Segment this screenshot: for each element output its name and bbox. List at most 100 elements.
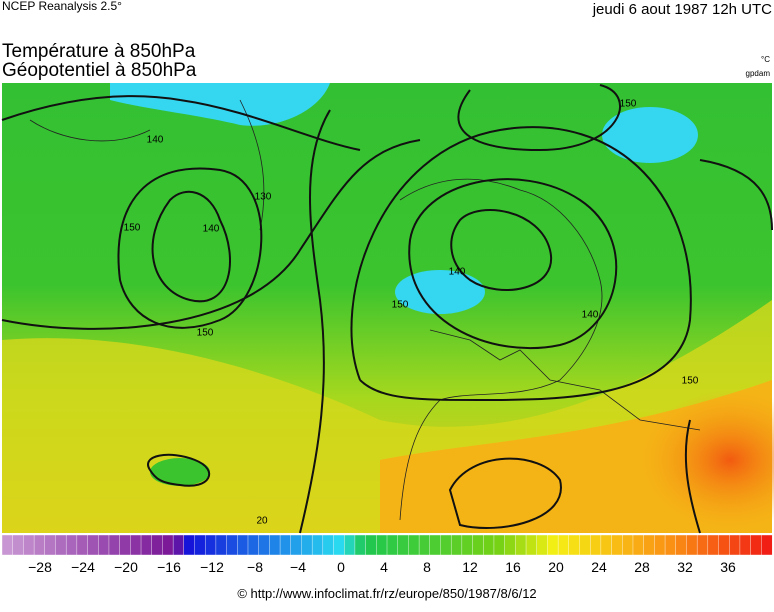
colorbar-label: 36 [720,559,736,575]
swatch [429,534,441,556]
swatch [162,534,174,556]
swatch [44,534,56,556]
swatch [493,534,506,556]
swatch [461,534,474,556]
colorbar-label: 28 [634,559,650,575]
colorbar-labels: −28 −24 −20 −16 −12 −8 −4 0 4 8 12 16 20 24 28 32 36 [28,559,736,575]
colorbar-label: −4 [290,559,306,575]
swatch [98,534,110,556]
contour-label: 150 [392,300,409,311]
swatch [386,534,399,556]
swatch [269,534,281,556]
swatch [579,534,591,556]
colorbar-label: 0 [337,559,345,575]
swatch [151,534,163,556]
colorbar-label: −12 [200,559,224,575]
colorbar-label: −28 [28,559,52,575]
swatch [664,534,677,556]
swatch [686,534,698,556]
colorbar-label: 16 [505,559,521,575]
swatch [472,534,484,556]
swatch [279,534,292,556]
swatch [515,534,527,556]
swatch [119,534,131,556]
swatch [23,534,35,556]
unit: °C [761,55,770,64]
swatch [632,534,645,556]
colorbar-label: 12 [462,559,478,575]
contour-label: 150 [197,328,214,339]
date: jeudi 6 aout 1987 12h UTC [592,1,772,18]
colorbar-label: 24 [591,559,607,575]
swatch [204,534,217,556]
swatch [718,534,730,556]
contour-label: 150 [620,99,637,110]
swatch [140,534,153,556]
swatch [322,534,335,556]
swatch [750,534,762,556]
swatch [761,534,773,556]
swatch [525,534,538,556]
swatch [707,534,720,556]
swatch [675,534,687,556]
swatch [130,534,142,556]
contour-label: 140 [147,135,164,146]
swatch [55,534,67,556]
title: Géopotentiel à 850hPa [2,60,197,81]
swatch [600,534,613,556]
map: 140 150 140 150 130 150 150 140 140 150 … [1,83,774,534]
unit: gpdam [746,69,771,78]
swatch [450,534,463,556]
swatch [376,534,388,556]
swatch [568,534,580,556]
contour-label: 150 [124,223,141,234]
swatch [696,534,709,556]
contour-label: 150 [682,376,699,387]
source: NCEP Reanalysis 2.5° [2,0,122,13]
swatch [622,534,634,556]
swatch [547,534,559,556]
swatch [739,534,752,556]
swatch [344,534,356,556]
swatch [301,534,313,556]
contour-label: 20 [256,516,268,527]
swatch [611,534,623,556]
swatch [258,534,270,556]
swatch [557,534,570,556]
swatch [237,534,249,556]
swatch [87,534,99,556]
swatch [247,534,260,556]
colorbar-label: −8 [247,559,263,575]
swatch [408,534,420,556]
swatch [536,534,548,556]
contour-label: 140 [203,224,220,235]
swatch [33,534,46,556]
colorbar-label: 8 [423,559,431,575]
footer: © http://www.infoclimat.fr/rz/europe/850… [237,586,536,601]
contour-label: 140 [582,310,599,321]
swatch [1,534,14,556]
colorbar-label: 20 [548,559,564,575]
swatch [643,534,655,556]
swatch [397,534,409,556]
colorbar-label: −16 [157,559,181,575]
colorbar-label: −20 [114,559,138,575]
swatch [172,534,185,556]
contour-label: 130 [255,192,272,203]
swatch [483,534,495,556]
contour-label: 140 [449,267,466,278]
colorbar-label: −24 [71,559,95,575]
swatch [12,534,24,556]
swatch [183,534,196,556]
swatch [365,534,377,556]
swatch [589,534,602,556]
swatch [440,534,452,556]
swatch [65,534,78,556]
colorbar-label: 32 [677,559,693,575]
swatch [333,534,345,556]
title: Température à 850hPa [2,41,196,62]
swatch [76,534,89,556]
swatch [226,534,238,556]
colorbar [1,534,773,556]
